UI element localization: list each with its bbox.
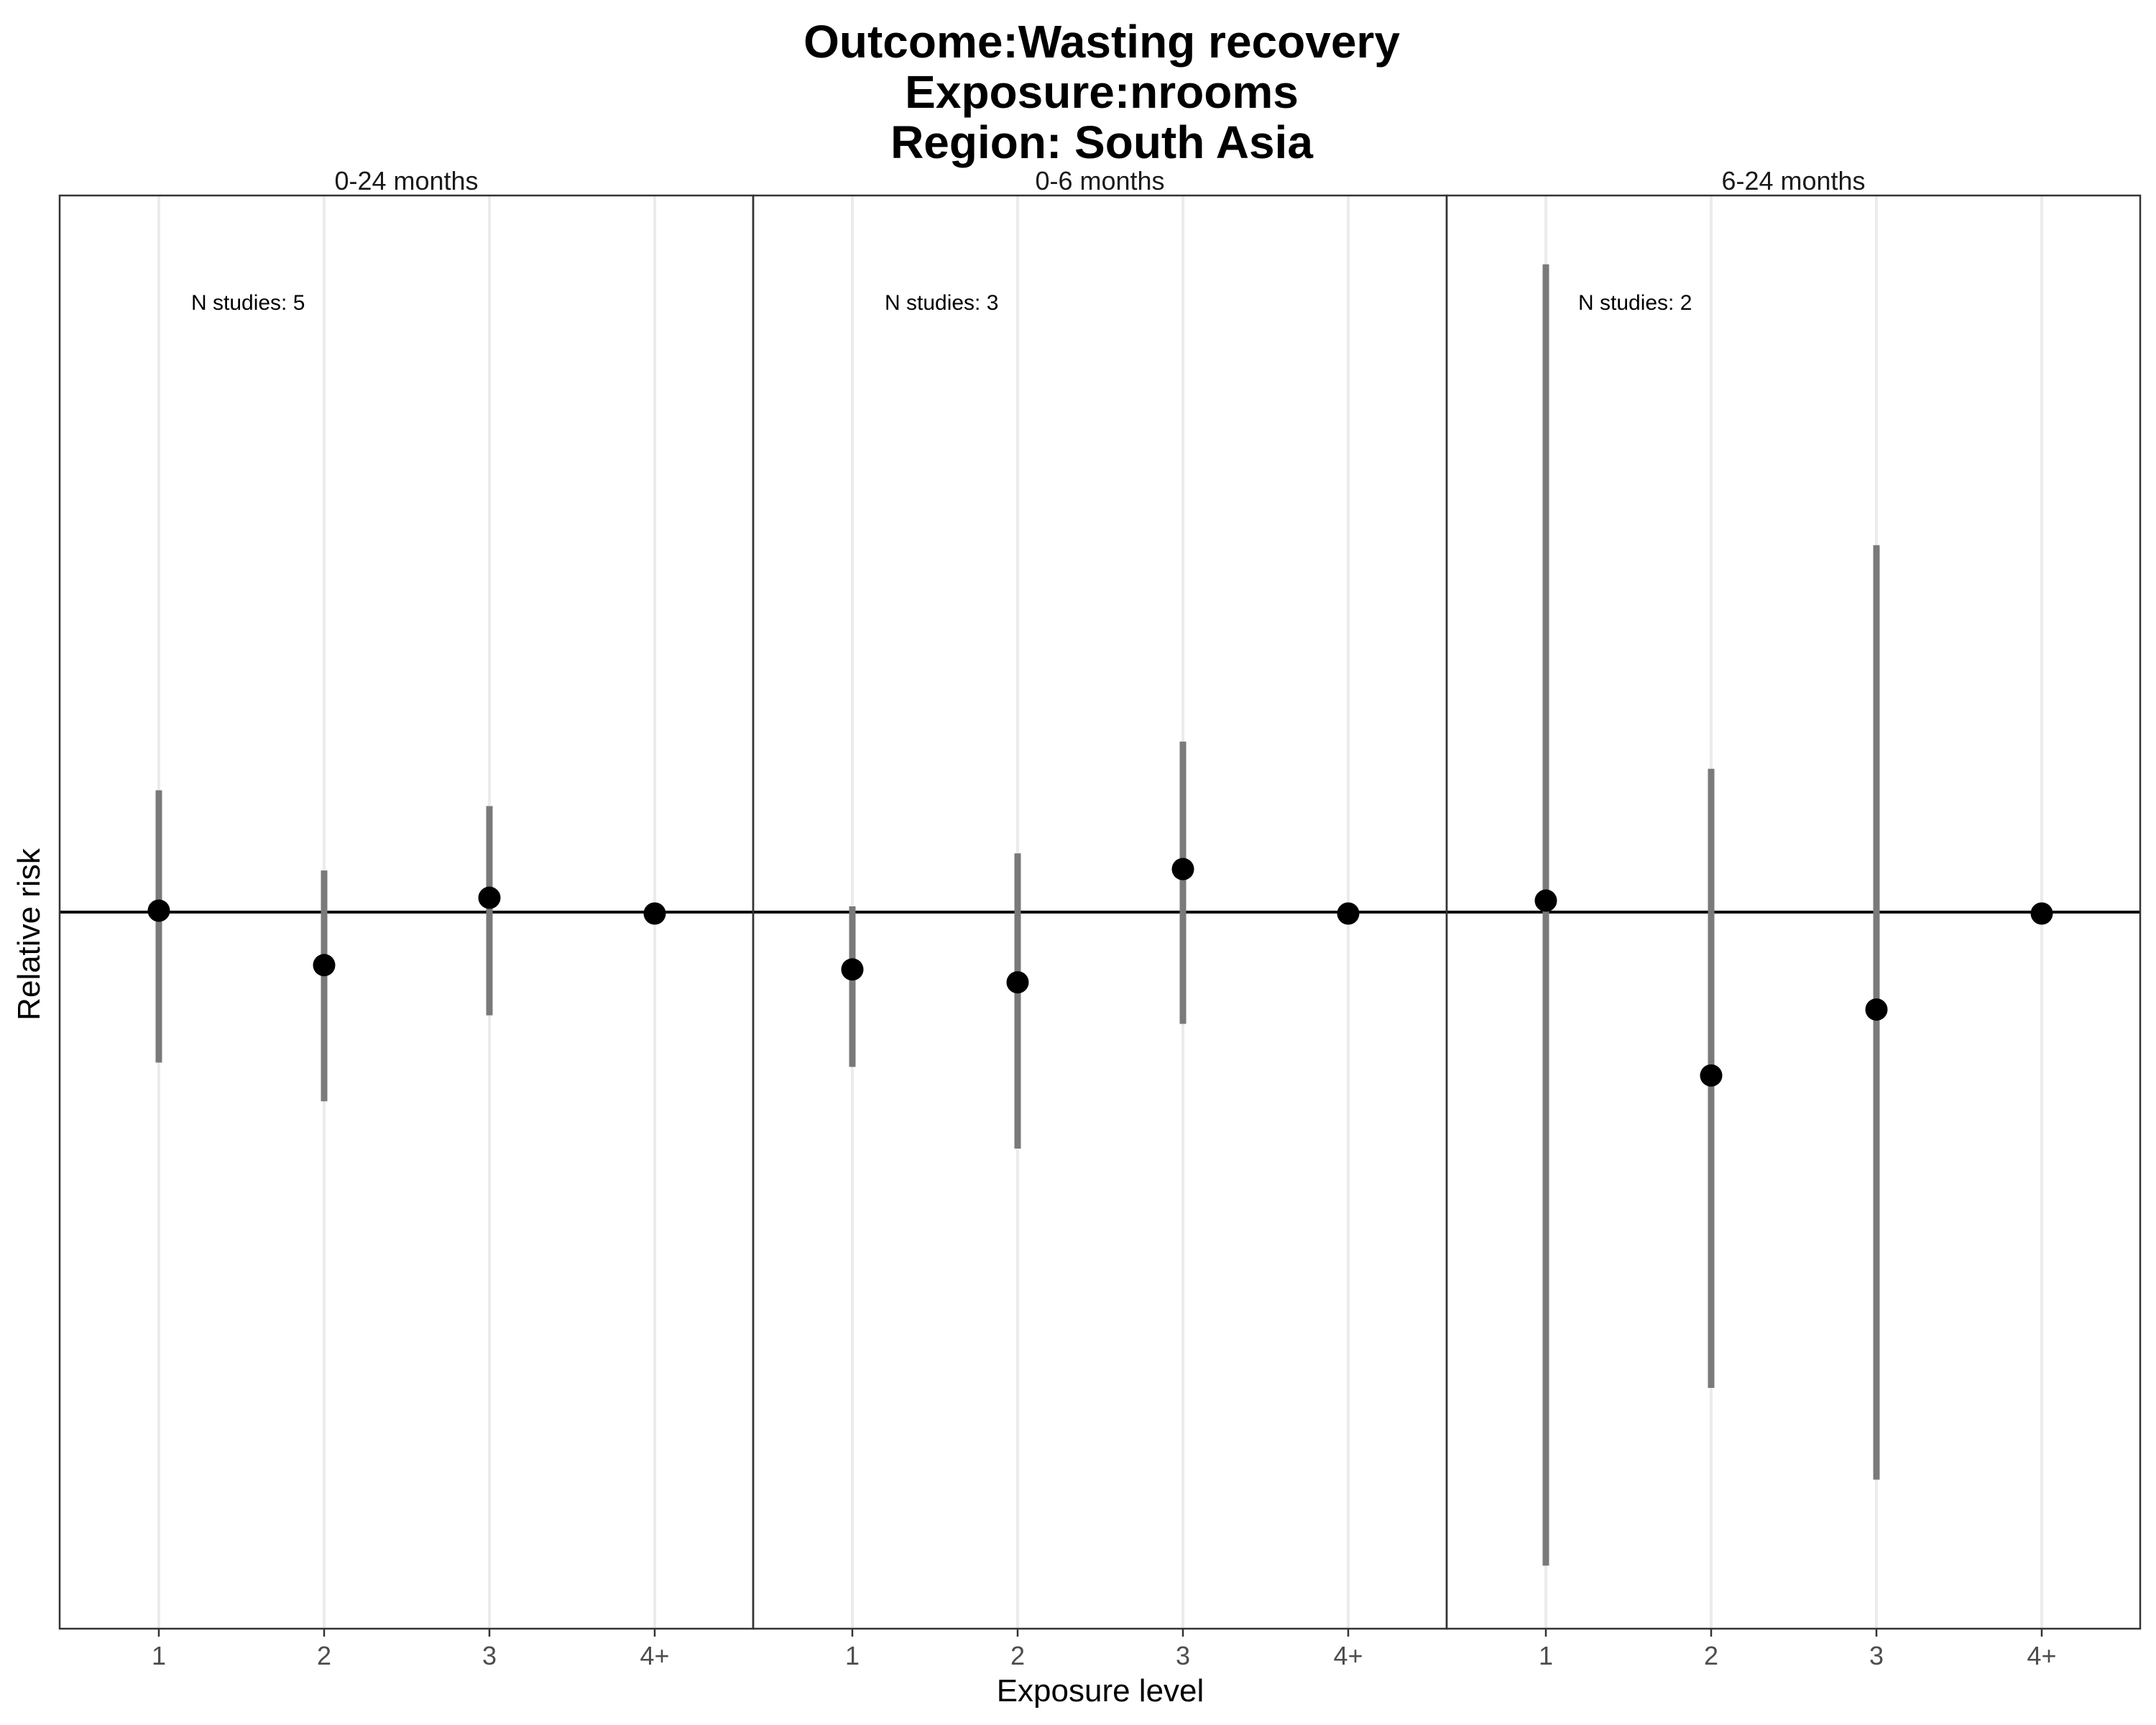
x-tick-label: 3	[1869, 1641, 1884, 1670]
title-line-2: Exposure:nrooms	[905, 66, 1299, 118]
panel-border	[1445, 194, 2142, 1630]
estimate-point	[841, 958, 864, 981]
n-studies-label: N studies: 3	[885, 291, 998, 315]
estimate-point	[643, 902, 666, 925]
x-tick-label: 1	[1539, 1641, 1553, 1670]
n-studies-label: N studies: 5	[191, 291, 305, 315]
facet-panels: 0-24 months N studies: 5 1 2 3 4+ 0-6 months N …	[58, 166, 2142, 1670]
chart-title: Outcome:Wasting recovery Exposure:nrooms…	[803, 16, 1400, 168]
facet-strip-label: 0-24 months	[334, 166, 478, 196]
estimate-point	[147, 899, 170, 922]
x-tick-label: 4+	[640, 1641, 669, 1670]
n-studies-label: N studies: 2	[1578, 291, 1692, 315]
facet-panel-2: 0-6 months N studies: 3 1 2 3 4+	[752, 166, 1448, 1670]
x-tick-label: 3	[482, 1641, 497, 1670]
estimate-point	[478, 886, 501, 909]
estimate-point	[1006, 971, 1029, 994]
title-line-3: Region: South Asia	[890, 116, 1313, 168]
estimate-point	[1700, 1064, 1723, 1087]
x-tick-label: 3	[1176, 1641, 1190, 1670]
x-tick-label: 1	[845, 1641, 860, 1670]
estimate-point	[1171, 857, 1194, 880]
facet-strip-label: 6-24 months	[1721, 166, 1865, 196]
estimate-point	[2030, 902, 2053, 925]
x-tick-label: 2	[317, 1641, 331, 1670]
estimate-point	[1337, 902, 1360, 925]
facet-panel-3: 6-24 months N studies: 2 1 2 3 4+	[1445, 166, 2142, 1670]
title-line-1: Outcome:Wasting recovery	[803, 16, 1400, 68]
x-tick-label: 1	[152, 1641, 166, 1670]
x-tick-label: 2	[1010, 1641, 1025, 1670]
y-axis-title: Relative risk	[11, 847, 47, 1021]
x-axis-title: Exposure level	[997, 1673, 1204, 1708]
estimate-point	[1865, 998, 1888, 1021]
x-tick-label: 4+	[2027, 1641, 2056, 1670]
x-tick-label: 2	[1704, 1641, 1718, 1670]
facet-strip-label: 0-6 months	[1035, 166, 1164, 196]
facet-panel-1: 0-24 months N studies: 5 1 2 3 4+	[58, 166, 755, 1670]
x-tick-label: 4+	[1333, 1641, 1363, 1670]
estimate-point	[1534, 889, 1557, 912]
estimate-point	[313, 954, 336, 977]
